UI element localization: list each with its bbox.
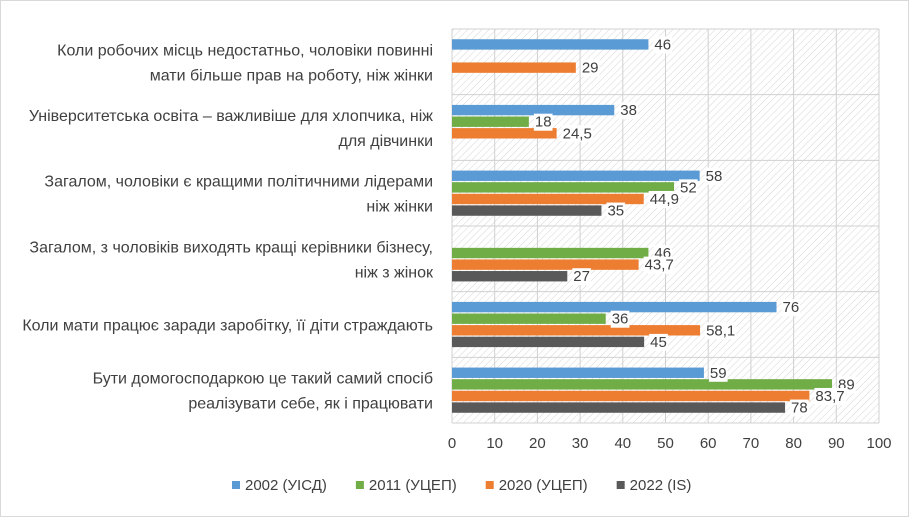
legend-item-label: 2002 (УІСД) [245,477,327,494]
data-label-bg [580,59,600,77]
data-label-bg [790,399,809,417]
bar-series-2-cat-1 [452,128,557,139]
data-label: 58,1 [706,322,735,339]
data-label-bg [572,268,591,286]
data-labels: 4629381824,5585244,9354643,727763658,145… [533,36,856,417]
data-label: 24,5 [563,125,592,142]
bar-series-3-cat-5 [452,402,786,413]
category-labels: Коли робочих місць недостатньо, чоловіки… [22,42,434,412]
data-label: 38 [620,102,637,119]
category-label: ніж жінки [366,199,433,216]
category-label: Університетська освіта – важливіше для х… [29,108,433,125]
grid-lines [451,28,880,424]
category-label: Загалом, чоловіки є кращими політичними … [44,174,433,191]
data-label-bg [704,167,724,185]
data-label-bg [610,310,630,328]
legend: 2002 (УІСД) 2011 (УЦЕП) 2020 (УЦЕП) 2022 (I… [232,477,691,494]
data-label-bg [679,179,698,197]
data-label-bg [619,102,638,120]
data-label: 44,9 [650,191,679,208]
bar-series-3-cat-2 [452,205,602,216]
legend-swatch [232,481,240,489]
bar-series-1-cat-4 [452,313,606,324]
bar-series-0-cat-4 [452,301,777,313]
bar-series-0-cat-2 [452,170,700,181]
bar-series-3-cat-4 [452,336,645,348]
data-label: 36 [612,311,629,328]
data-label: 46 [654,36,671,53]
data-label: 83,7 [815,388,844,405]
data-label: 29 [582,60,599,77]
data-label: 43,7 [645,257,674,274]
data-label-bg [561,125,593,143]
bar-series-2-cat-2 [452,193,644,205]
category-label: мати більше прав на роботу, ніж жінки [150,67,433,84]
legend-swatch [485,481,494,489]
bar-series-3-cat-3 [452,271,568,282]
category-label: реалізувати себе, як і працювати [188,396,433,413]
category-label: Загалом, з чоловіків виходять кращі кері… [29,239,433,256]
data-label: 78 [791,400,808,417]
legend-swatch [355,481,364,489]
bars [452,39,833,413]
x-tick-label: 30 [572,435,589,452]
bar-series-0-cat-0 [452,39,649,50]
category-label: Коли мати працює заради заробітку, її ді… [22,318,433,335]
data-label: 27 [573,268,590,285]
category-label: ніж з жінок [355,264,434,281]
x-tick-label: 60 [700,435,717,452]
bar-series-2-cat-0 [452,62,576,73]
data-label-bg [705,322,737,340]
bar-series-1-cat-3 [452,247,649,259]
bar-series-0-cat-1 [452,104,615,116]
data-label-bg [653,36,673,54]
x-tick-label: 70 [743,435,760,452]
data-label: 59 [710,365,727,382]
category-label: Бути домогосподаркою це такий самий спос… [93,371,433,388]
bar-series-0-cat-5 [452,367,704,378]
bar-series-1-cat-2 [452,182,675,193]
bar-series-1-cat-5 [452,379,833,390]
x-tick-label: 50 [657,435,674,452]
data-label-bg [781,299,801,317]
data-label-bg [643,256,675,274]
data-label-bg [649,333,668,351]
x-tick-label: 100 [866,435,891,452]
data-label-bg [708,364,728,382]
bar-series-2-cat-5 [452,390,810,402]
data-label: 52 [680,179,697,196]
data-label-bg [533,113,553,131]
data-label: 35 [607,203,624,220]
x-axis-ticks: 0 10 20 30 40 50 60 70 80 90 100 [448,435,892,452]
data-label: 58 [706,168,723,185]
x-tick-label: 90 [828,435,845,452]
data-label-bg [606,202,626,220]
legend-item-label: 2011 (УЦЕП) [369,477,457,494]
x-tick-label: 20 [529,435,546,452]
data-label: 76 [783,299,800,316]
category-label: Коли робочих місць недостатньо, чоловіки… [57,42,433,59]
x-tick-label: 0 [448,435,456,452]
legend-swatch [616,481,625,489]
data-label: 18 [535,114,552,131]
data-label-bg [814,387,846,405]
bar-series-1-cat-1 [452,116,529,127]
bar-series-2-cat-4 [452,325,701,336]
bar-series-2-cat-3 [452,259,639,270]
data-label-bg [648,190,680,208]
legend-item-label: 2022 (IS) [630,477,692,494]
legend-item-label: 2020 (УЦЕП) [499,477,588,494]
x-tick-label: 80 [785,435,802,452]
x-tick-label: 40 [614,435,631,452]
x-tick-label: 10 [486,435,503,452]
data-label: 45 [650,334,667,351]
category-label: для дівчинки [339,133,434,150]
